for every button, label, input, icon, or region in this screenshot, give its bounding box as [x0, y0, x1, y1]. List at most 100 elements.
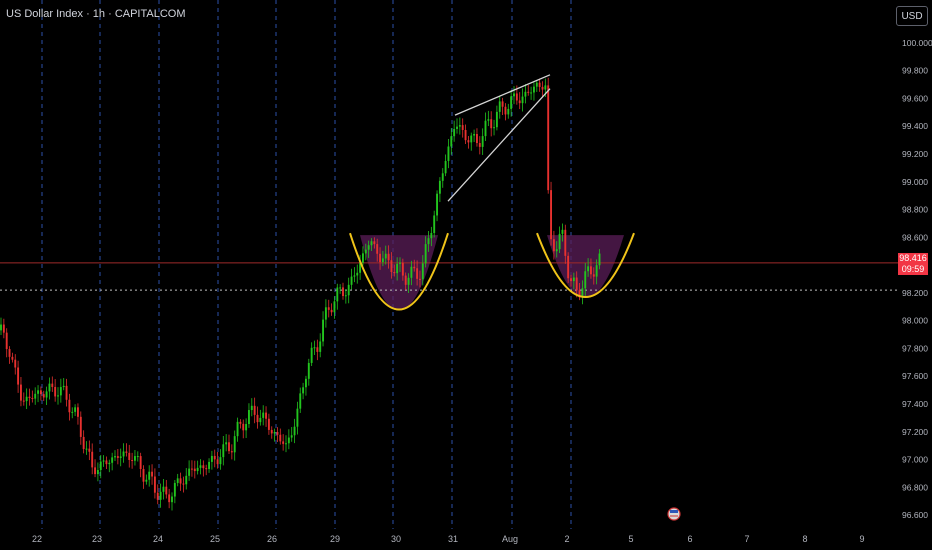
- candle-body: [79, 416, 82, 437]
- y-tick-label: 99.600: [902, 93, 928, 103]
- candle-body: [347, 284, 350, 296]
- candle-body: [413, 266, 416, 269]
- candle-body: [114, 456, 116, 458]
- candle-body: [28, 396, 31, 398]
- pattern-drawings: [349, 74, 635, 311]
- candle-body: [287, 437, 290, 444]
- candle-body: [387, 253, 390, 261]
- candle-body: [564, 229, 567, 256]
- candle-body: [476, 133, 478, 144]
- candle-body: [430, 232, 433, 239]
- y-tick-label: 97.600: [902, 371, 928, 381]
- candle-body: [493, 127, 495, 129]
- candle-body: [379, 253, 381, 263]
- x-tick-label: 31: [448, 534, 458, 544]
- candle-body: [510, 96, 513, 109]
- candle-body: [419, 278, 421, 280]
- y-tick-label: 96.600: [902, 510, 928, 520]
- candle-body: [490, 119, 493, 129]
- event-marker[interactable]: [667, 507, 681, 521]
- candle-body: [94, 467, 96, 475]
- candle-body: [467, 140, 470, 143]
- currency-button[interactable]: USD: [896, 6, 928, 26]
- candle-body: [45, 391, 48, 398]
- candle-body: [524, 91, 527, 97]
- candle-body: [410, 266, 413, 278]
- candle-body: [156, 492, 159, 500]
- candle-body: [105, 460, 108, 465]
- candle-body: [404, 275, 407, 285]
- candle-body: [290, 435, 293, 438]
- x-tick-label: 26: [267, 534, 277, 544]
- candle-body: [148, 471, 151, 480]
- candle-body: [39, 390, 42, 395]
- candle-body: [555, 249, 558, 252]
- wedge-lower-line: [447, 88, 551, 202]
- candle-body: [208, 461, 210, 469]
- candle-body: [359, 262, 362, 273]
- y-tick-label: 98.600: [902, 232, 928, 242]
- candle-body: [168, 494, 171, 503]
- candle-body: [273, 432, 276, 434]
- time-axis[interactable]: 22 23 24 25 26 29 30 31 Aug 2 5 6 7 8 9: [32, 534, 865, 544]
- price-axis[interactable]: 100.000 99.800 99.600 99.400 99.200 99.000 98.…: [902, 38, 932, 520]
- candle-body: [515, 93, 518, 101]
- candle-body: [210, 455, 213, 462]
- candle-body: [262, 412, 265, 418]
- candle-body: [88, 448, 91, 452]
- candle-body: [307, 362, 310, 379]
- candle-body: [77, 407, 79, 417]
- candle-body: [478, 143, 481, 147]
- x-tick-label: 23: [92, 534, 102, 544]
- candle-body: [316, 347, 319, 352]
- candle-body: [20, 384, 22, 401]
- candle-body: [185, 475, 188, 485]
- candle-body: [450, 136, 453, 147]
- price-lines: [0, 262, 898, 291]
- candle-body: [151, 471, 153, 477]
- candle-body: [191, 468, 193, 470]
- candle-body: [236, 421, 239, 437]
- candle-body: [145, 479, 148, 482]
- x-tick-label: 9: [859, 534, 864, 544]
- left-cup-curve: [349, 232, 449, 311]
- last-price-tag: 98.416 09:59: [898, 253, 928, 275]
- candle-body: [182, 483, 185, 485]
- candle-body: [590, 266, 592, 275]
- candle-body: [570, 278, 572, 282]
- candle-body: [248, 410, 250, 425]
- candle-body: [54, 386, 57, 397]
- candle-body: [116, 456, 119, 458]
- candle-body: [302, 387, 305, 394]
- candle-body: [108, 462, 111, 465]
- candle-body: [2, 324, 5, 333]
- candle-body: [561, 229, 564, 234]
- candle-body: [507, 108, 510, 115]
- y-tick-label: 96.800: [902, 482, 928, 492]
- candle-body: [513, 93, 515, 97]
- candle-body: [205, 468, 208, 470]
- candle-body: [484, 120, 487, 137]
- candle-body: [487, 119, 490, 121]
- candle-body: [267, 418, 270, 430]
- candle-body: [171, 496, 173, 503]
- candle-body: [353, 275, 356, 277]
- candle-body: [17, 367, 20, 385]
- candle-body: [327, 307, 330, 310]
- candle-body: [350, 276, 353, 285]
- y-tick-label: 97.800: [902, 343, 928, 353]
- candle-body: [330, 309, 333, 313]
- candle-body: [85, 448, 88, 450]
- candle-body: [242, 423, 245, 431]
- candle-body: [245, 424, 248, 431]
- candle-body: [82, 436, 85, 450]
- bar-countdown: 09:59: [901, 264, 925, 274]
- candle-body: [159, 491, 162, 500]
- candle-body: [142, 469, 145, 482]
- candle-body: [441, 173, 444, 181]
- candle-body: [447, 146, 450, 161]
- candle-body: [239, 421, 242, 424]
- candle-body: [11, 356, 14, 360]
- candle-body: [62, 385, 65, 388]
